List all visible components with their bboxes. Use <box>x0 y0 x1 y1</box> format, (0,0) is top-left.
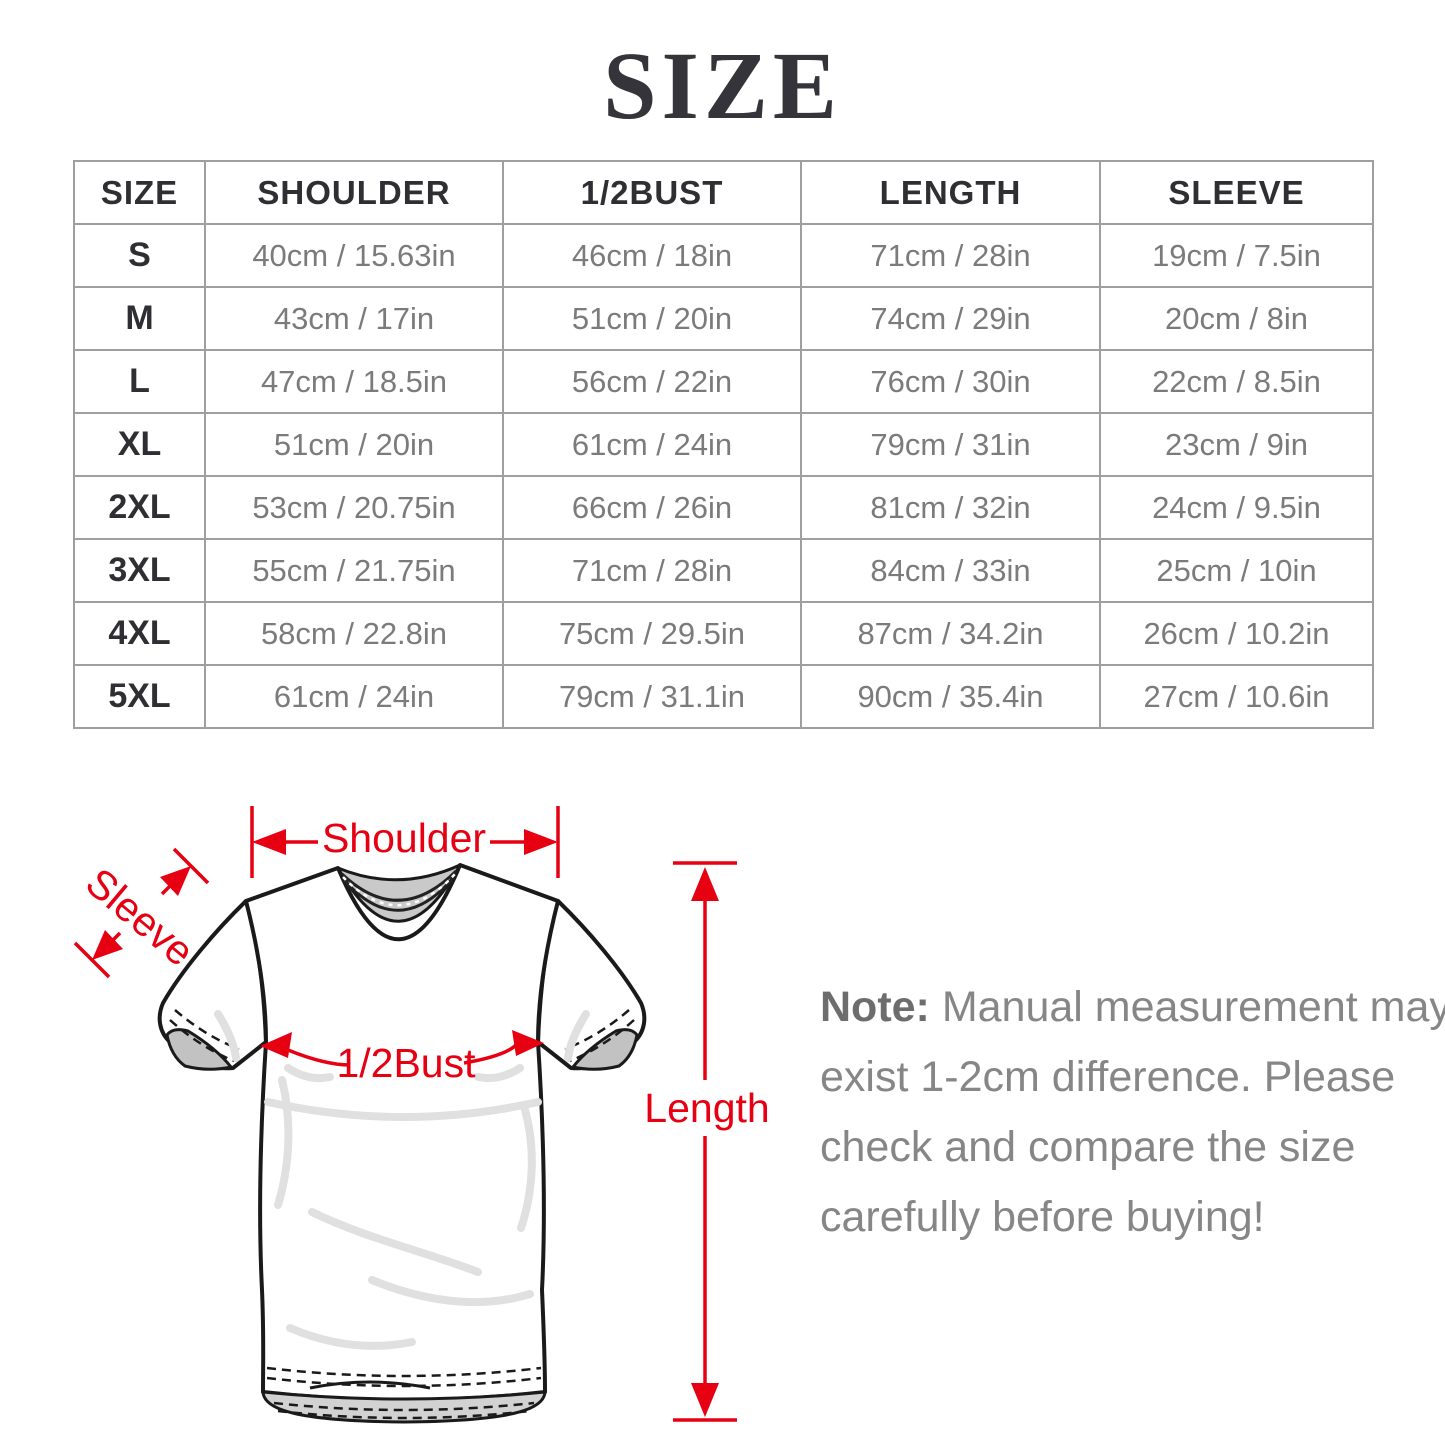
length-value: 87cm / 34.2in <box>800 601 1101 666</box>
length-value: 90cm / 35.4in <box>800 664 1101 729</box>
shoulder-label: Shoulder <box>322 815 486 861</box>
shoulder-dimension-arrow: Shoulder <box>250 806 560 878</box>
col-header-halfbust: 1/2BUST <box>502 160 802 225</box>
halfbust-value: 79cm / 31.1in <box>502 664 802 729</box>
note-text: Manual measurement may <box>929 983 1445 1031</box>
length-value: 74cm / 29in <box>800 286 1101 351</box>
size-table: SIZE SHOULDER 1/2BUST LENGTH SLEEVE S 40… <box>73 160 1374 729</box>
col-header-sleeve: SLEEVE <box>1099 160 1374 225</box>
note-line: carefully before buying! <box>820 1193 1265 1241</box>
row-size-label: S <box>73 223 206 288</box>
length-dimension-arrow: Length <box>644 861 770 1422</box>
sleeve-value: 26cm / 10.2in <box>1099 601 1374 666</box>
note-line: check and compare the size <box>820 1123 1356 1171</box>
page-title: SIZE <box>603 32 842 139</box>
shoulder-value: 53cm / 20.75in <box>204 475 504 540</box>
tshirt-graphic <box>157 863 647 1424</box>
shoulder-value: 47cm / 18.5in <box>204 349 504 414</box>
table-row: S 40cm / 15.63in 46cm / 18in 71cm / 28in… <box>73 223 1374 288</box>
shoulder-value: 43cm / 17in <box>204 286 504 351</box>
length-value: 71cm / 28in <box>800 223 1101 288</box>
table-row: XL 51cm / 20in 61cm / 24in 79cm / 31in 2… <box>73 412 1374 477</box>
table-row: 2XL 53cm / 20.75in 66cm / 26in 81cm / 32… <box>73 475 1374 540</box>
halfbust-label: 1/2Bust <box>336 1040 476 1086</box>
col-header-shoulder: SHOULDER <box>204 160 504 225</box>
row-size-label: XL <box>73 412 206 477</box>
row-size-label: 5XL <box>73 664 206 729</box>
row-size-label: 3XL <box>73 538 206 603</box>
sleeve-value: 27cm / 10.6in <box>1099 664 1374 729</box>
sleeve-value: 25cm / 10in <box>1099 538 1374 603</box>
sleeve-dimension-arrow: Sleeve <box>73 847 210 979</box>
length-value: 76cm / 30in <box>800 349 1101 414</box>
col-header-length: LENGTH <box>800 160 1101 225</box>
table-row: 4XL 58cm / 22.8in 75cm / 29.5in 87cm / 3… <box>73 601 1374 666</box>
row-size-label: M <box>73 286 206 351</box>
sleeve-value: 22cm / 8.5in <box>1099 349 1374 414</box>
halfbust-value: 51cm / 20in <box>502 286 802 351</box>
table-row: M 43cm / 17in 51cm / 20in 74cm / 29in 20… <box>73 286 1374 351</box>
table-row: 3XL 55cm / 21.75in 71cm / 28in 84cm / 33… <box>73 538 1374 603</box>
note-line: exist 1-2cm difference. Please <box>820 1053 1396 1101</box>
note-prefix: Note: <box>820 983 930 1031</box>
shoulder-value: 58cm / 22.8in <box>204 601 504 666</box>
halfbust-value: 56cm / 22in <box>502 349 802 414</box>
row-size-label: 4XL <box>73 601 206 666</box>
col-header-size: SIZE <box>73 160 206 225</box>
shoulder-value: 55cm / 21.75in <box>204 538 504 603</box>
note-line: Note: Manual measurement may <box>820 972 1445 1042</box>
halfbust-dimension-arrow: 1/2Bust <box>260 1030 544 1086</box>
length-value: 81cm / 32in <box>800 475 1101 540</box>
tshirt-measurement-diagram: Shoulder Sleeve 1/2Bust <box>73 806 770 1424</box>
halfbust-value: 75cm / 29.5in <box>502 601 802 666</box>
table-row: 5XL 61cm / 24in 79cm / 31.1in 90cm / 35.… <box>73 664 1374 729</box>
row-size-label: L <box>73 349 206 414</box>
shoulder-value: 40cm / 15.63in <box>204 223 504 288</box>
length-value: 79cm / 31in <box>800 412 1101 477</box>
shoulder-value: 61cm / 24in <box>204 664 504 729</box>
shoulder-value: 51cm / 20in <box>204 412 504 477</box>
note: Note: Manual measurement may exist 1-2cm… <box>820 972 1445 1252</box>
halfbust-value: 61cm / 24in <box>502 412 802 477</box>
halfbust-value: 71cm / 28in <box>502 538 802 603</box>
table-row: L 47cm / 18.5in 56cm / 22in 76cm / 30in … <box>73 349 1374 414</box>
halfbust-value: 66cm / 26in <box>502 475 802 540</box>
sleeve-value: 19cm / 7.5in <box>1099 223 1374 288</box>
length-label: Length <box>644 1085 769 1131</box>
sleeve-value: 23cm / 9in <box>1099 412 1374 477</box>
sleeve-value: 24cm / 9.5in <box>1099 475 1374 540</box>
length-value: 84cm / 33in <box>800 538 1101 603</box>
row-size-label: 2XL <box>73 475 206 540</box>
sleeve-value: 20cm / 8in <box>1099 286 1374 351</box>
table-header-row: SIZE SHOULDER 1/2BUST LENGTH SLEEVE <box>73 160 1374 225</box>
halfbust-value: 46cm / 18in <box>502 223 802 288</box>
